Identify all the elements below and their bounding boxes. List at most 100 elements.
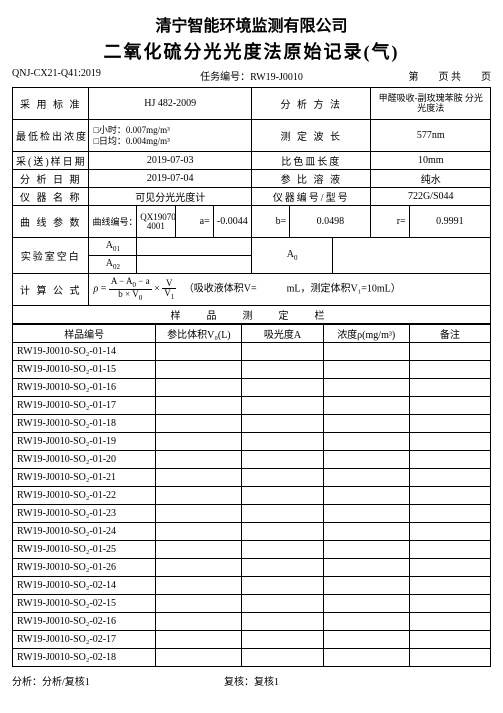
sample-id: RW19-J0010-SO₂-01-23 (13, 505, 156, 523)
table-cell (409, 397, 490, 415)
data-table: 样品编号 参比体积V₀(L) 吸光度A 浓度ρ(mg/m³) 备注 RW19-J… (12, 324, 491, 667)
std-label: 采 用 标 准 (13, 88, 89, 120)
sample-id: RW19-J0010-SO₂-02-14 (13, 577, 156, 595)
table-row: RW19-J0010-SO₂-01-20 (13, 451, 491, 469)
ref-label: 参 比 溶 液 (251, 170, 370, 188)
table-cell (242, 397, 323, 415)
cuvette-value: 10mm (371, 152, 491, 170)
table-cell (409, 361, 490, 379)
sample-id: RW19-J0010-SO₂-01-19 (13, 433, 156, 451)
table-cell (242, 451, 323, 469)
sample-id: RW19-J0010-SO₂-01-16 (13, 379, 156, 397)
wavelength-value: 577nm (371, 120, 491, 152)
a02-value (137, 256, 252, 274)
sample-id: RW19-J0010-SO₂-01-21 (13, 469, 156, 487)
table-cell (323, 577, 409, 595)
sample-id: RW19-J0010-SO₂-01-15 (13, 361, 156, 379)
sample-id: RW19-J0010-SO₂-01-24 (13, 523, 156, 541)
table-row: RW19-J0010-SO₂-01-23 (13, 505, 491, 523)
page-indicator: 第 页 共 页 (331, 68, 491, 83)
col-absorbance: 吸光度A (242, 325, 323, 343)
table-cell (242, 343, 323, 361)
table-cell (156, 613, 242, 631)
table-cell (156, 379, 242, 397)
table-cell (409, 577, 490, 595)
instr-label: 仪 器 名 称 (13, 188, 89, 206)
table-cell (156, 487, 242, 505)
table-cell (323, 613, 409, 631)
table-row: RW19-J0010-SO₂-01-17 (13, 397, 491, 415)
doc-code: QNJ-CX21-Q41:2019 (12, 68, 172, 83)
table-cell (323, 541, 409, 559)
a-value: -0.0044 (213, 206, 251, 238)
formula-value: ρ = A − A0 − ab × V0 × VV1 （吸收液体积V= mL，测… (89, 274, 491, 306)
table-cell (242, 541, 323, 559)
table-cell (156, 397, 242, 415)
table-cell (323, 469, 409, 487)
table-cell (323, 361, 409, 379)
table-cell (409, 343, 490, 361)
curve-num-value: QX19070 4001 (137, 206, 175, 238)
table-cell (323, 397, 409, 415)
footer: 分析：分析/复核1 复核：复核1 (12, 673, 491, 688)
table-cell (156, 505, 242, 523)
table-cell (156, 469, 242, 487)
table-row: RW19-J0010-SO₂-02-14 (13, 577, 491, 595)
table-cell (242, 523, 323, 541)
r-label: r= (371, 206, 409, 238)
sample-id: RW19-J0010-SO₂-01-18 (13, 415, 156, 433)
doc-title: 二氧化硫分光光度法原始记录(气) (12, 38, 491, 64)
table-cell (156, 541, 242, 559)
table-cell (156, 595, 242, 613)
sample-id: RW19-J0010-SO₂-01-17 (13, 397, 156, 415)
table-cell (156, 523, 242, 541)
task-no: 任务编号：RW19-J0010 (172, 68, 332, 83)
col-sampleid: 样品编号 (13, 325, 156, 343)
r-value: 0.9991 (409, 206, 490, 238)
table-cell (156, 577, 242, 595)
curve-label: 曲 线 参 数 (13, 206, 89, 238)
table-cell (156, 649, 242, 667)
table-row: RW19-J0010-SO₂-01-18 (13, 415, 491, 433)
detlimit-value: □小时：0.007mg/m³□日均：0.004mg/m³ (89, 120, 252, 152)
formula-label: 计 算 公 式 (13, 274, 89, 306)
table-cell (242, 433, 323, 451)
table-row: RW19-J0010-SO₂-02-15 (13, 595, 491, 613)
table-cell (156, 559, 242, 577)
table-cell (156, 343, 242, 361)
table-cell (323, 415, 409, 433)
sampdate-value: 2019-07-03 (89, 152, 252, 170)
footer-analyst: 分析：分析/复核1 (12, 673, 172, 688)
table-cell (242, 505, 323, 523)
table-cell (323, 487, 409, 505)
table-cell (242, 361, 323, 379)
sample-id: RW19-J0010-SO₂-01-20 (13, 451, 156, 469)
table-cell (242, 379, 323, 397)
sample-id: RW19-J0010-SO₂-02-15 (13, 595, 156, 613)
table-row: RW19-J0010-SO₂-02-17 (13, 631, 491, 649)
table-cell (409, 523, 490, 541)
col-conc: 浓度ρ(mg/m³) (323, 325, 409, 343)
a0-label: A0 (251, 238, 332, 274)
table-cell (409, 379, 490, 397)
sample-id: RW19-J0010-SO₂-02-16 (13, 613, 156, 631)
col-v0: 参比体积V₀(L) (156, 325, 242, 343)
table-cell (409, 469, 490, 487)
b-value: 0.0498 (290, 206, 371, 238)
cuvette-label: 比色皿长度 (251, 152, 370, 170)
table-row: RW19-J0010-SO₂-01-14 (13, 343, 491, 361)
table-cell (409, 415, 490, 433)
table-cell (323, 505, 409, 523)
a02-label: A02 (89, 256, 137, 274)
table-cell (242, 415, 323, 433)
table-cell (242, 595, 323, 613)
footer-reviewer: 复核：复核1 (172, 673, 332, 688)
analdate-label: 分 析 日 期 (13, 170, 89, 188)
blank-label: 实验室空白 (13, 238, 89, 274)
sample-id: RW19-J0010-SO₂-01-25 (13, 541, 156, 559)
table-cell (323, 451, 409, 469)
a-label: a= (175, 206, 213, 238)
table-cell (242, 631, 323, 649)
company-name: 清宁智能环境监测有限公司 (12, 12, 491, 36)
table-cell (156, 433, 242, 451)
